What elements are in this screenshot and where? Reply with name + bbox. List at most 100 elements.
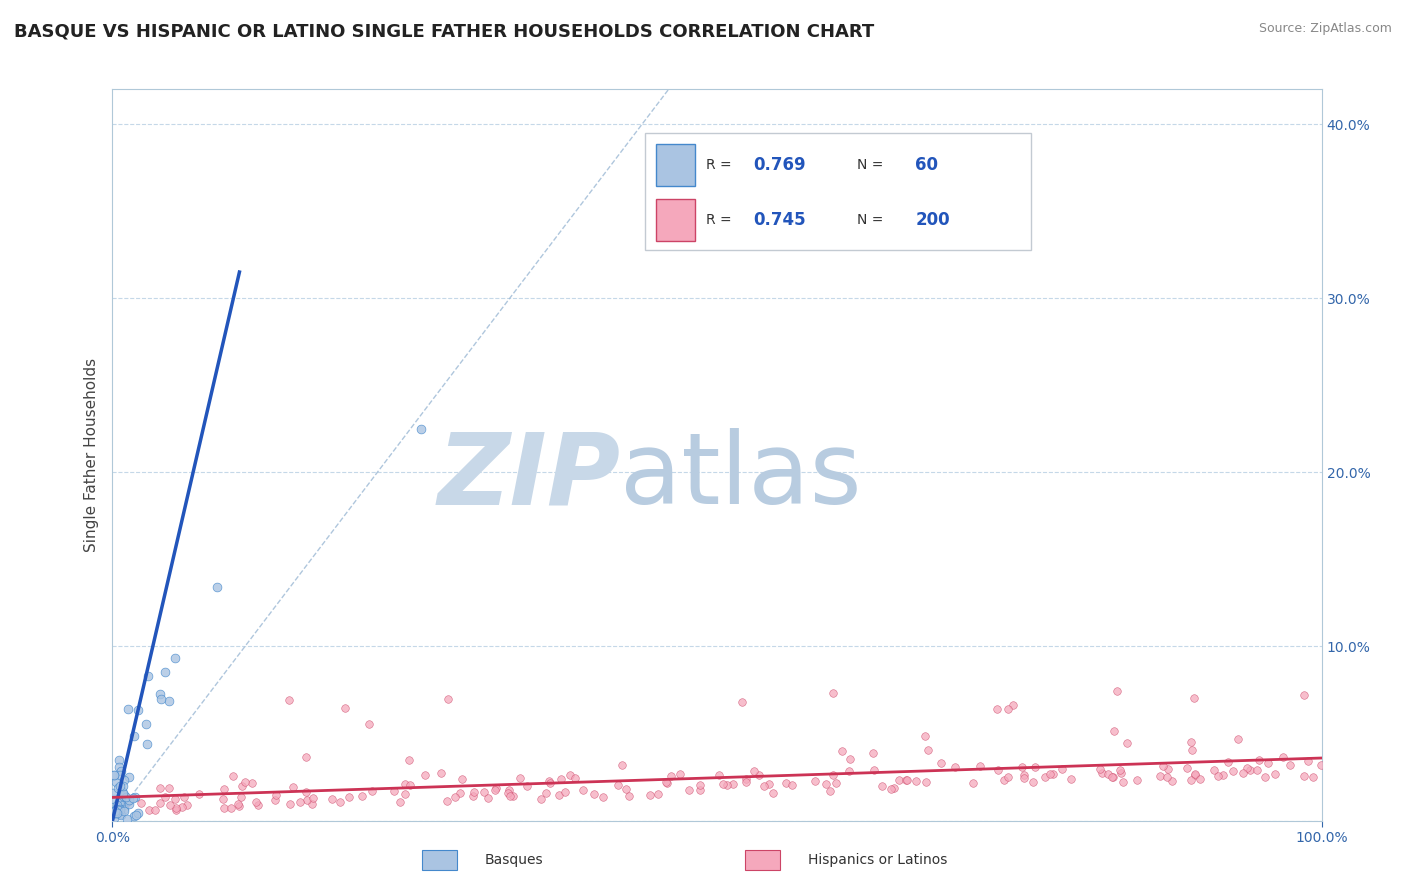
Point (104, 805, 127, 820)
Point (1022, 774, 1045, 789)
Point (449, 786, 471, 800)
Point (409, 422, 432, 436)
Point (896, 773, 918, 788)
Point (758, 777, 780, 791)
Text: 200: 200 (915, 211, 950, 228)
Point (1156, 770, 1178, 784)
Point (838, 751, 860, 765)
Text: 0.745: 0.745 (752, 211, 806, 228)
Point (1253, 770, 1275, 784)
Point (176, 798, 198, 813)
Point (564, 771, 586, 785)
Point (1180, 735, 1202, 749)
Point (337, 790, 360, 805)
Point (1097, 767, 1119, 781)
Point (929, 756, 952, 771)
Point (101, 786, 124, 800)
Point (214, 801, 236, 815)
Point (689, 778, 711, 792)
Point (112, 788, 135, 802)
Point (138, 669, 160, 683)
Point (969, 759, 991, 773)
Point (108, 753, 131, 767)
Point (118, 793, 141, 807)
Point (297, 793, 319, 807)
Point (748, 768, 770, 782)
Point (887, 773, 910, 788)
Point (1102, 723, 1125, 738)
Point (115, 812, 138, 826)
Point (803, 774, 825, 789)
Point (1012, 772, 1035, 786)
Point (572, 782, 595, 797)
Point (110, 807, 132, 822)
Point (986, 702, 1008, 716)
Point (1060, 772, 1083, 787)
Point (335, 701, 357, 715)
Text: Source: ZipAtlas.com: Source: ZipAtlas.com (1258, 22, 1392, 36)
Point (117, 702, 139, 716)
Point (1050, 762, 1073, 776)
Point (655, 776, 678, 790)
Point (1024, 760, 1046, 774)
Point (1108, 763, 1130, 777)
Point (103, 804, 125, 818)
Point (111, 786, 134, 800)
Point (149, 796, 172, 810)
Point (554, 785, 576, 799)
Point (1202, 763, 1225, 777)
Point (914, 729, 936, 743)
Point (413, 768, 436, 782)
Point (444, 790, 467, 805)
Point (105, 797, 128, 812)
Point (108, 779, 131, 793)
Point (762, 786, 785, 800)
Point (163, 650, 186, 665)
Point (1156, 762, 1178, 776)
Point (831, 744, 853, 758)
Point (1272, 750, 1295, 764)
Point (127, 703, 149, 717)
Point (1182, 691, 1205, 706)
Point (1236, 761, 1258, 775)
Point (1249, 753, 1271, 767)
Point (1232, 766, 1254, 780)
Text: ZIP: ZIP (437, 428, 620, 525)
Point (987, 763, 1010, 777)
Point (281, 780, 304, 794)
Point (1227, 732, 1250, 747)
Point (430, 765, 453, 780)
Point (399, 778, 422, 792)
Point (617, 789, 640, 804)
Point (112, 772, 135, 787)
Point (165, 792, 187, 806)
Point (1002, 698, 1025, 712)
Point (463, 785, 485, 799)
Point (914, 775, 936, 789)
Point (1115, 736, 1137, 750)
Point (477, 791, 499, 805)
Point (295, 785, 318, 799)
Point (721, 777, 744, 791)
Point (382, 784, 405, 798)
Point (997, 770, 1019, 784)
Point (115, 790, 138, 805)
Point (880, 781, 903, 796)
Point (278, 797, 301, 811)
Point (107, 803, 129, 817)
Point (124, 809, 146, 823)
Text: N =: N = (858, 212, 889, 227)
Point (943, 760, 966, 774)
Point (105, 774, 128, 789)
Point (170, 799, 193, 814)
Point (110, 768, 132, 782)
Point (103, 811, 125, 825)
Point (716, 778, 738, 792)
Point (159, 798, 181, 813)
Point (1105, 684, 1128, 698)
Point (107, 760, 129, 774)
Point (1033, 770, 1056, 784)
Point (111, 779, 134, 793)
Point (862, 764, 884, 778)
Point (111, 784, 134, 798)
